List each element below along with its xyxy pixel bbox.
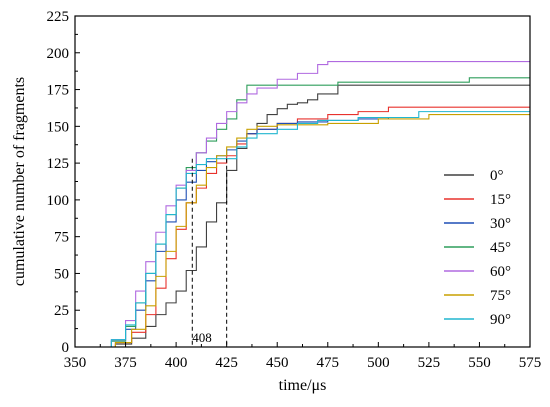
series-line-4: [85, 61, 530, 348]
x-tick-label: 450: [266, 355, 289, 371]
annotation-label: 408: [192, 330, 212, 345]
series-line-6: [85, 111, 530, 348]
x-tick-label: 550: [468, 355, 491, 371]
x-tick-label: 375: [114, 355, 137, 371]
y-tick-label: 200: [47, 46, 70, 62]
y-tick-label: 100: [47, 193, 70, 209]
legend-label: 60°: [490, 264, 511, 280]
x-tick-label: 400: [165, 355, 188, 371]
plot-area: [85, 61, 530, 348]
y-tick-label: 175: [47, 83, 70, 99]
x-tick-label: 475: [317, 355, 340, 371]
annotations: 408: [191, 158, 228, 347]
series-line-3: [95, 77, 530, 348]
legend-label: 45°: [490, 240, 511, 256]
y-tick-label: 75: [54, 230, 69, 246]
x-tick-label: 425: [215, 355, 238, 371]
y-tick-label: 150: [47, 119, 70, 135]
legend: 0° 15° 30° 45° 60° 75° 90°: [444, 168, 511, 328]
series-line-5: [95, 114, 530, 348]
x-tick-label: 500: [367, 355, 390, 371]
legend-label: 15°: [490, 192, 511, 208]
y-tick-label: 0: [62, 340, 70, 356]
y-tick-label: 125: [47, 156, 70, 172]
legend-label: 75°: [490, 288, 511, 304]
y-axis-title: cumulative number of fragments: [11, 77, 28, 286]
x-axis-title: time/μs: [279, 377, 327, 394]
series-line-0: [85, 84, 530, 348]
x-tick-label: 575: [519, 355, 542, 371]
x-tick-label: 525: [418, 355, 441, 371]
legend-label: 30°: [490, 216, 511, 232]
y-tick-label: 50: [54, 266, 69, 282]
x-tick-label: 350: [64, 355, 87, 371]
y-tick-label: 25: [54, 303, 69, 319]
y-tick-label: 225: [47, 9, 70, 25]
legend-label: 90°: [490, 312, 511, 328]
axis-ticks: 350 375 400 425 450 475 500 525 550 575 0 25 50 75 100…: [47, 9, 542, 371]
legend-label: 0°: [490, 168, 504, 184]
plot-frame: [74, 15, 531, 348]
series-line-1: [91, 106, 530, 348]
